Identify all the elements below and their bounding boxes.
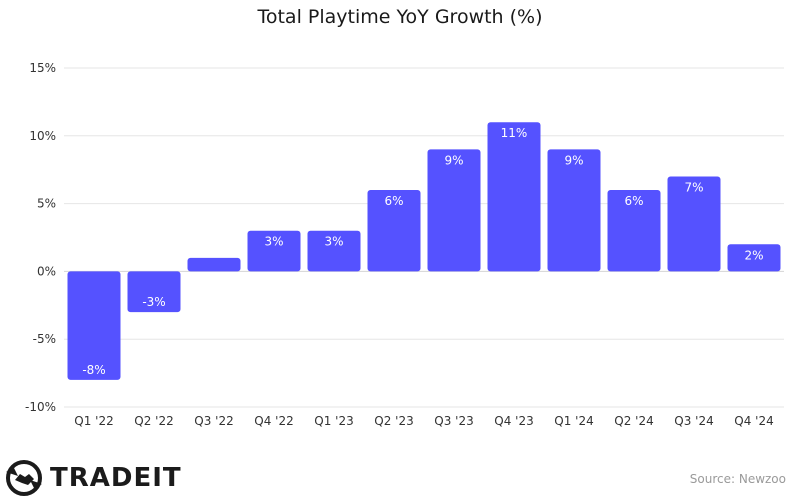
x-tick-label: Q4 '22 — [254, 414, 293, 428]
x-tick-label: Q2 '24 — [614, 414, 653, 428]
x-tick-label: Q4 '23 — [494, 414, 533, 428]
bar — [607, 190, 661, 272]
data-labels: -8% -3% 3% 3% 6% 9% 11% 9% 6% 7% 2% — [82, 126, 763, 377]
x-tick-label: Q2 '22 — [134, 414, 173, 428]
gridlines — [64, 67, 784, 408]
data-label: 9% — [564, 153, 583, 167]
bar — [667, 176, 721, 272]
bar — [487, 122, 541, 272]
data-label: 2% — [744, 248, 763, 262]
y-tick-label: -10% — [25, 400, 56, 414]
bar — [427, 149, 481, 272]
x-tick-label: Q3 '22 — [194, 414, 233, 428]
x-tick-label: Q4 '24 — [734, 414, 773, 428]
bar — [67, 271, 121, 380]
bars — [67, 122, 781, 380]
chart-title: Total Playtime YoY Growth (%) — [257, 6, 543, 28]
data-label: 6% — [624, 194, 643, 208]
x-tick-label: Q3 '24 — [674, 414, 713, 428]
bar — [247, 230, 301, 272]
bar — [367, 190, 421, 272]
bar — [187, 257, 241, 272]
brand-name: TRADEIT — [50, 463, 182, 493]
y-tick-label: 5% — [37, 197, 56, 211]
data-label: 3% — [324, 235, 343, 249]
y-tick-label: 15% — [29, 61, 56, 75]
data-label: 7% — [684, 180, 703, 194]
bar — [727, 244, 781, 272]
x-tick-label: Q2 '23 — [374, 414, 413, 428]
x-tick-label: Q1 '22 — [74, 414, 113, 428]
y-tick-label: 10% — [29, 129, 56, 143]
y-tick-label: -5% — [33, 332, 56, 346]
brand-logo: TRADEIT — [4, 458, 182, 498]
data-label: -3% — [142, 295, 165, 309]
x-tick-label: Q1 '23 — [314, 414, 353, 428]
data-label: 11% — [501, 126, 528, 140]
x-tick-label: Q3 '23 — [434, 414, 473, 428]
source-note: Source: Newzoo — [689, 472, 786, 486]
handshake-logo-icon — [6, 460, 42, 496]
bar-chart: 15% 10% 5% 0% -5% -10% -8% -3% 3% 3% 6% 9% 11% 9% 6% 7… — [25, 61, 784, 428]
x-axis-ticks: Q1 '22 Q2 '22 Q3 '22 Q4 '22 Q1 '23 Q2 '23 Q3 '… — [74, 414, 773, 428]
bar — [547, 149, 601, 272]
data-label: 6% — [384, 194, 403, 208]
data-label: -8% — [82, 363, 105, 377]
x-tick-label: Q1 '24 — [554, 414, 593, 428]
data-label: 9% — [444, 153, 463, 167]
bar — [307, 230, 361, 272]
y-tick-label: 0% — [37, 264, 56, 278]
bar — [127, 271, 181, 313]
y-axis-ticks: 15% 10% 5% 0% -5% -10% — [25, 61, 56, 414]
data-label: 3% — [264, 235, 283, 249]
